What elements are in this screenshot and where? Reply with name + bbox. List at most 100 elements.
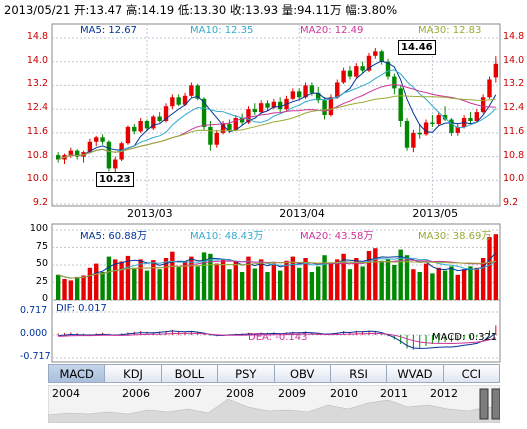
candle-body <box>220 123 226 133</box>
volume-bar <box>176 267 181 300</box>
volume-bar <box>354 258 359 300</box>
price-tick-right: 14.8 <box>503 31 525 42</box>
high-callout: 14.46 <box>398 40 436 55</box>
candle-body <box>468 118 473 121</box>
volume-bar <box>75 276 80 300</box>
volume-bar <box>100 272 105 300</box>
quote-close: 收:13.93 <box>229 3 279 17</box>
dea-legend: DEA: -0.143 <box>248 332 308 343</box>
volume-bar <box>392 265 397 300</box>
volume-bar <box>220 259 226 300</box>
history-navigator[interactable] <box>48 385 500 423</box>
volume-bar <box>195 266 200 300</box>
year-label: 2006 <box>122 387 150 400</box>
macd-histogram <box>57 325 497 350</box>
volume-bar <box>461 269 467 300</box>
candle-body <box>176 97 181 105</box>
volume-bar <box>322 255 327 300</box>
tab-cci[interactable]: CCI <box>443 364 500 383</box>
candle-body <box>252 109 257 113</box>
candle-body <box>75 150 80 157</box>
candle-body <box>385 61 391 77</box>
candle-body <box>157 116 162 121</box>
macd-legend: MACD: 0.321 <box>432 332 498 343</box>
volume-bar <box>138 259 143 300</box>
candle-body <box>290 91 296 99</box>
volume-bar <box>182 261 188 300</box>
candle-body <box>373 51 378 56</box>
volume-bar <box>436 267 441 300</box>
candle-body <box>335 82 340 98</box>
volume-tick: 0 <box>41 293 48 304</box>
candle-body <box>182 95 188 105</box>
volume-bar <box>55 274 61 300</box>
candle-body <box>68 150 74 156</box>
indicator-tabs: MACD KDJ BOLL PSY OBV RSI WVAD CCI <box>48 364 500 383</box>
volume-tick: 100 <box>29 223 48 234</box>
volume-bar <box>87 267 93 300</box>
volume-bar <box>417 272 422 300</box>
candle-body <box>316 92 321 101</box>
tab-psy[interactable]: PSY <box>218 364 275 383</box>
volume-bar <box>258 259 264 300</box>
tab-kdj[interactable]: KDJ <box>105 364 162 383</box>
year-label: 2012 <box>430 387 458 400</box>
navigator-handle-left[interactable] <box>479 388 489 420</box>
candle-body <box>430 122 435 124</box>
candle-body <box>239 118 245 123</box>
ma5-line <box>58 60 497 160</box>
price-tick-left: 13.2 <box>26 78 48 90</box>
price-tick-left: 10.8 <box>26 149 48 161</box>
candle-body <box>55 155 61 160</box>
volume-ma10-line <box>58 257 497 279</box>
volume-bar <box>430 273 435 300</box>
candle-body <box>100 137 105 142</box>
tab-rsi[interactable]: RSI <box>330 364 388 383</box>
volume-bar <box>125 255 131 300</box>
candle-body <box>341 70 346 83</box>
year-label: 2004 <box>52 387 80 400</box>
dea-line <box>58 332 496 345</box>
candle-body <box>354 66 359 77</box>
volume-bar <box>132 267 137 300</box>
ma10-line <box>58 69 497 160</box>
quote-header: 2013/05/21 开:13.47 高:14.19 低:13.30 收:13.… <box>4 2 397 18</box>
price-tick-left: 14.8 <box>26 31 48 42</box>
ma20-line <box>58 83 496 160</box>
tab-obv[interactable]: OBV <box>274 364 331 383</box>
candle-body <box>423 122 429 135</box>
volume-bar <box>328 263 334 300</box>
volume-tick: 75 <box>35 240 48 252</box>
price-tick-left: 14.0 <box>26 54 48 66</box>
volume-bar <box>106 256 112 300</box>
volume-bar <box>423 263 429 300</box>
volume-bar <box>341 253 346 300</box>
candle-body <box>480 97 486 113</box>
year-label: 2008 <box>226 387 254 400</box>
volume-bar <box>404 255 410 300</box>
navigator-handle-right[interactable] <box>491 388 500 420</box>
candle-body <box>208 126 213 145</box>
ma5-legend: MA5: 12.67 <box>80 25 138 36</box>
tab-macd[interactable]: MACD <box>48 364 106 383</box>
volume-tick: 50 <box>35 258 48 269</box>
candle-body <box>170 97 175 107</box>
date-tick: 2013/03 <box>126 207 173 220</box>
candle-body <box>366 55 372 71</box>
vol-ma20-legend: MA20: 43.58万 <box>300 231 374 242</box>
candle-body <box>347 70 353 77</box>
volume-bar <box>290 256 296 300</box>
chart-grids <box>51 23 501 363</box>
volume-bar <box>474 267 479 300</box>
candle-body <box>455 126 460 133</box>
tab-wvad[interactable]: WVAD <box>387 364 444 383</box>
volume-bar <box>119 261 124 300</box>
panel-frame <box>51 299 501 363</box>
tab-boll[interactable]: BOLL <box>161 364 219 383</box>
candle-body <box>227 123 232 130</box>
volume-bar <box>468 266 473 300</box>
candle-body <box>328 97 334 116</box>
price-candles <box>55 48 499 174</box>
volume-bar <box>316 266 321 300</box>
